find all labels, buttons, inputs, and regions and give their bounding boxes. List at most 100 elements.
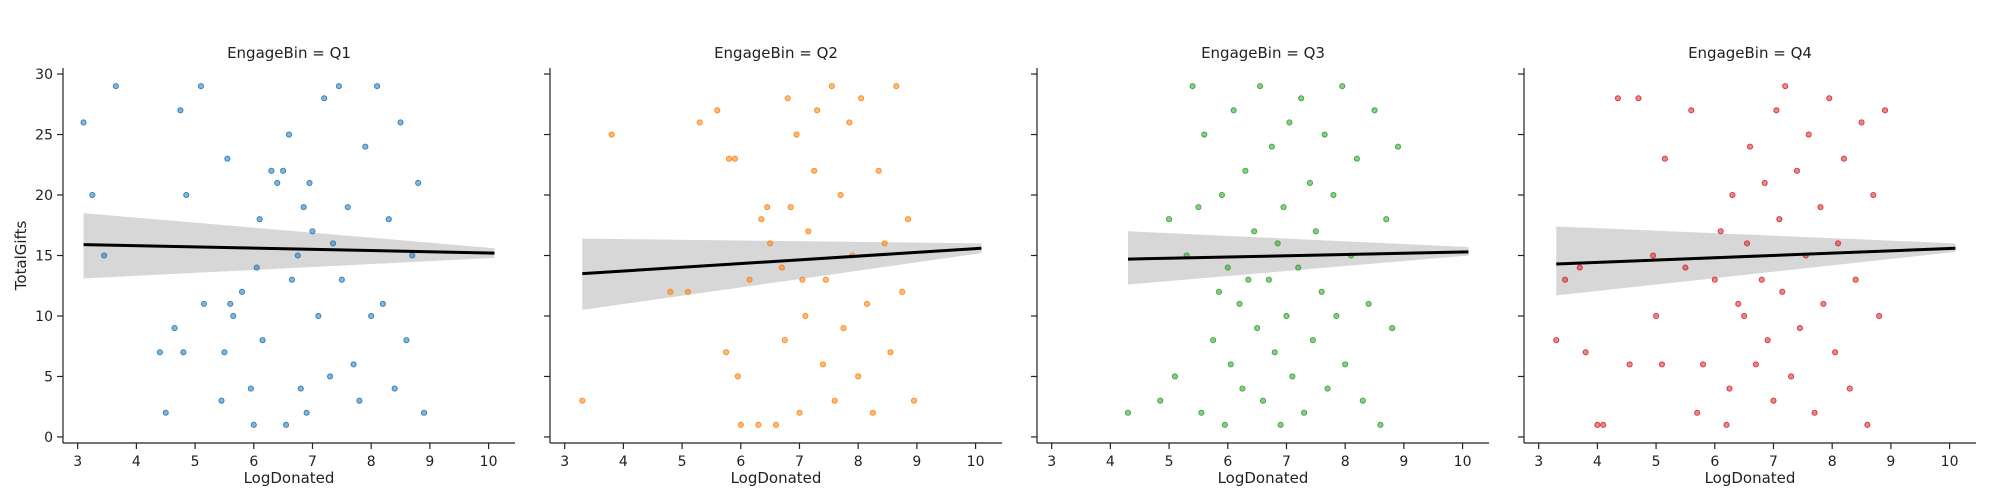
data-point xyxy=(796,409,803,416)
data-point xyxy=(784,95,791,102)
data-point xyxy=(268,167,275,174)
x-tick-label: 9 xyxy=(1399,454,1408,470)
data-point xyxy=(1661,155,1668,162)
data-point xyxy=(1201,131,1208,138)
confidence-band xyxy=(1556,226,1956,296)
data-point xyxy=(1280,204,1287,211)
data-point xyxy=(734,373,741,380)
data-point xyxy=(1876,312,1883,320)
data-point xyxy=(1729,191,1736,199)
data-point xyxy=(758,216,765,223)
data-point xyxy=(309,228,316,235)
panel-title: EngageBin = Q1 xyxy=(227,44,351,62)
panel-title: EngageBin = Q4 xyxy=(1688,44,1812,62)
data-point xyxy=(1711,276,1718,283)
data-point xyxy=(1309,337,1316,344)
x-tick-label: 6 xyxy=(736,454,745,470)
data-point xyxy=(1342,361,1349,368)
data-point xyxy=(274,179,281,186)
data-point xyxy=(1858,119,1865,126)
data-point xyxy=(1298,95,1305,102)
data-point xyxy=(910,397,917,404)
data-point xyxy=(415,179,422,186)
data-point xyxy=(1124,409,1132,416)
data-point xyxy=(1653,312,1660,320)
data-point xyxy=(247,385,254,392)
data-point xyxy=(321,95,328,102)
data-point xyxy=(737,421,744,428)
x-tick-label: 10 xyxy=(967,454,985,470)
data-point xyxy=(1826,95,1833,102)
data-point xyxy=(787,204,794,211)
y-tick-label: 20 xyxy=(35,188,53,204)
data-point xyxy=(385,216,392,223)
data-point xyxy=(858,95,865,102)
data-point xyxy=(714,107,721,114)
data-point xyxy=(1359,397,1366,404)
data-point xyxy=(288,276,295,283)
data-point xyxy=(1764,337,1771,344)
data-point xyxy=(1717,228,1724,235)
data-point xyxy=(1259,397,1267,404)
data-point xyxy=(356,397,363,404)
x-axis-label: LogDonated xyxy=(1705,469,1796,487)
data-point xyxy=(1796,325,1803,332)
data-point xyxy=(1832,349,1839,356)
data-point xyxy=(767,240,774,247)
data-point xyxy=(1268,143,1275,150)
data-point xyxy=(887,349,894,356)
x-tick-label: 7 xyxy=(1769,454,1778,470)
data-point xyxy=(303,409,310,416)
x-tick-label: 4 xyxy=(619,454,628,470)
data-point xyxy=(1236,300,1243,307)
data-point xyxy=(1189,83,1196,90)
confidence-band xyxy=(83,213,495,279)
data-point xyxy=(397,119,404,126)
data-point xyxy=(221,349,228,356)
data-point xyxy=(725,155,733,162)
data-point xyxy=(1852,276,1859,283)
x-tick-label: 8 xyxy=(1828,454,1837,470)
data-point xyxy=(831,397,838,404)
data-point xyxy=(1321,131,1328,138)
data-point xyxy=(814,107,821,114)
data-point xyxy=(778,264,785,271)
data-point xyxy=(1576,264,1583,271)
data-point xyxy=(1353,155,1360,162)
data-point xyxy=(1773,107,1780,114)
data-point xyxy=(197,83,204,90)
data-point xyxy=(1782,83,1789,90)
data-point xyxy=(1215,288,1223,295)
data-point xyxy=(869,409,876,416)
data-point xyxy=(1723,421,1730,428)
data-point xyxy=(329,240,337,247)
data-point xyxy=(218,397,225,404)
data-point xyxy=(1694,409,1701,416)
data-point xyxy=(1289,373,1296,380)
facet-panel-1: 3 4 5 6 7 8 9 10 0 5 10 15 20 25 30 EngageBin = Q1 LogDo… xyxy=(12,44,515,487)
data-point xyxy=(156,349,163,356)
data-point xyxy=(1377,421,1384,428)
x-tick-label: 3 xyxy=(73,454,82,470)
data-point xyxy=(799,276,806,283)
data-point xyxy=(1682,264,1689,271)
x-tick-label: 7 xyxy=(1282,454,1291,470)
x-tick-label: 10 xyxy=(480,454,498,470)
data-point xyxy=(177,107,184,114)
x-tick-label: 9 xyxy=(425,454,434,470)
x-axis-label: LogDonated xyxy=(1218,469,1309,487)
x-tick-label: 4 xyxy=(1593,454,1602,470)
x-tick-label: 10 xyxy=(1941,454,1959,470)
data-point xyxy=(1746,143,1754,150)
data-point xyxy=(805,228,812,235)
data-point xyxy=(1339,83,1346,90)
data-point xyxy=(80,119,87,126)
data-point xyxy=(1776,216,1783,223)
data-point xyxy=(338,276,345,283)
data-point xyxy=(350,361,357,368)
data-point xyxy=(793,131,800,138)
data-point xyxy=(306,179,313,186)
data-point xyxy=(1286,119,1293,126)
data-point xyxy=(1365,300,1372,307)
